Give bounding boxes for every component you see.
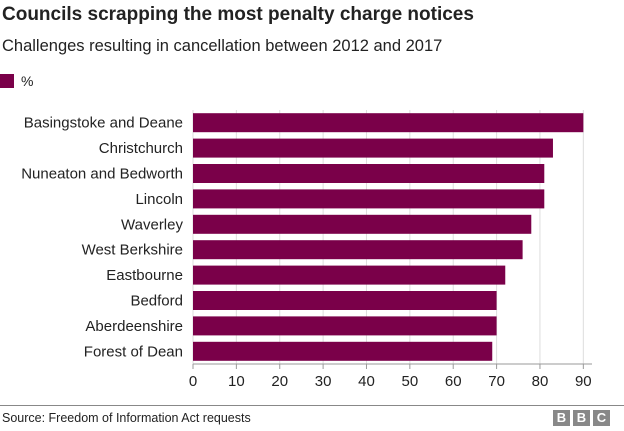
- bar: [193, 265, 506, 285]
- bar: [193, 214, 532, 234]
- category-label: Nuneaton and Bedworth: [21, 166, 183, 183]
- bar: [193, 240, 523, 260]
- bbc-logo-letter: C: [593, 410, 610, 426]
- chart-subtitle: Challenges resulting in cancellation bet…: [2, 37, 443, 55]
- chart-title: Councils scrapping the most penalty char…: [2, 4, 474, 25]
- x-tick-label: 0: [189, 373, 197, 390]
- category-label: Basingstoke and Deane: [24, 115, 183, 132]
- bbc-logo-letter: B: [553, 410, 570, 426]
- bar: [193, 189, 545, 209]
- category-label: Christchurch: [99, 140, 183, 157]
- x-tick-label: 40: [358, 373, 375, 390]
- x-tick-label: 70: [488, 373, 505, 390]
- category-label: Bedford: [130, 293, 183, 310]
- category-label: Lincoln: [135, 191, 183, 208]
- legend: %: [0, 73, 33, 89]
- bar-chart: Basingstoke and Deane Christchurch Nuneato…: [21, 110, 592, 390]
- bar: [193, 341, 493, 361]
- bar: [193, 316, 497, 336]
- category-label: West Berkshire: [82, 242, 183, 259]
- category-label: Forest of Dean: [84, 343, 183, 360]
- bar: [193, 164, 545, 183]
- bar: [193, 138, 553, 158]
- bbc-logo-letter: B: [573, 410, 590, 426]
- legend-label: %: [21, 73, 34, 89]
- x-tick-label: 60: [445, 373, 462, 390]
- x-tick-label: 50: [402, 373, 419, 390]
- category-label: Eastbourne: [106, 267, 183, 284]
- x-tick-label: 80: [532, 373, 549, 390]
- x-tick-label: 90: [575, 373, 592, 390]
- bar: [193, 113, 584, 133]
- bar: [193, 291, 497, 310]
- source-note: Source: Freedom of Information Act reque…: [2, 411, 251, 425]
- legend-swatch: [0, 74, 14, 88]
- x-tick-label: 10: [228, 373, 245, 390]
- category-label: Aberdeenshire: [85, 318, 183, 335]
- bbc-logo: B B C: [553, 410, 610, 426]
- x-tick-label: 30: [315, 373, 332, 390]
- footer-divider: [0, 405, 624, 406]
- category-label: Waverley: [121, 216, 183, 233]
- x-tick-label: 20: [271, 373, 288, 390]
